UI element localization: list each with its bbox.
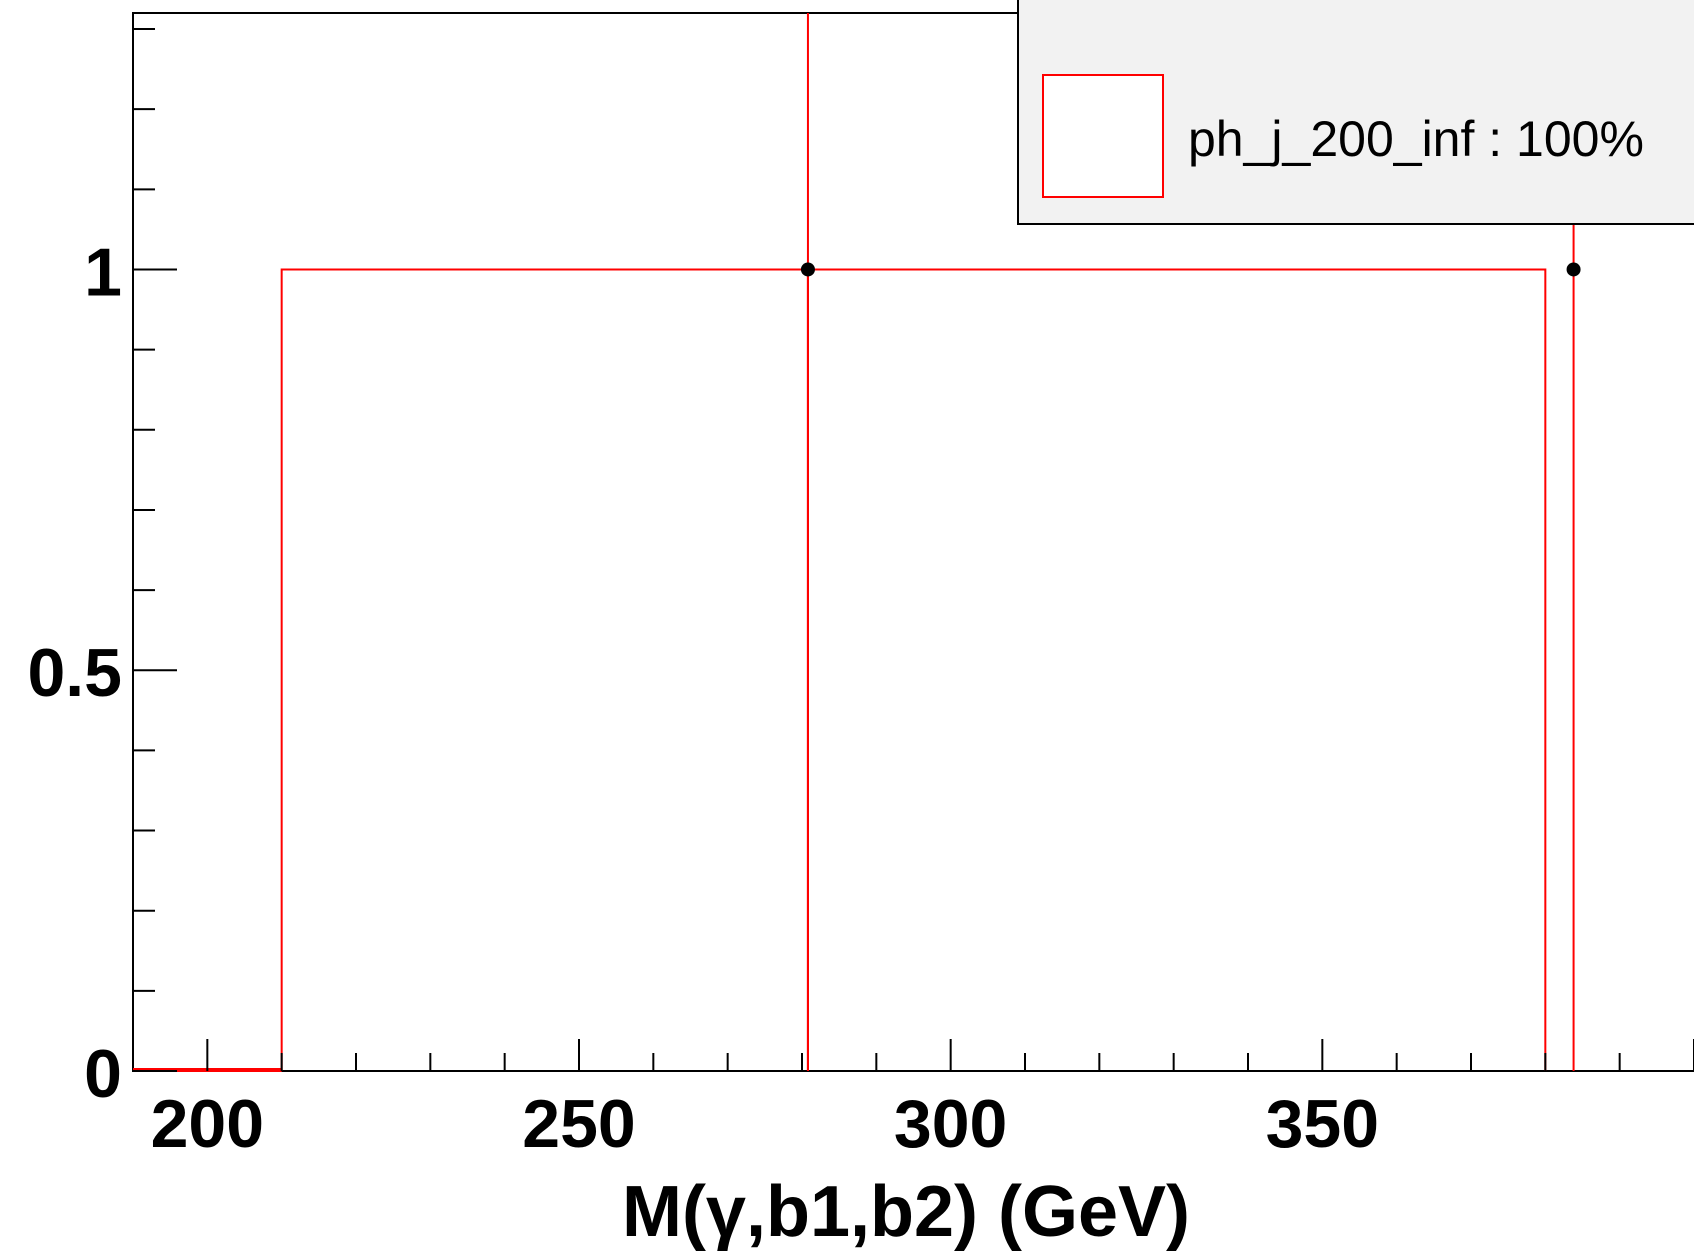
data-point <box>800 262 815 277</box>
y-tick-label: 1 <box>84 234 122 310</box>
y-tick-label: 0 <box>84 1036 122 1112</box>
y-tick-label: 0.5 <box>27 635 122 711</box>
x-tick-label: 200 <box>151 1086 264 1162</box>
x-axis-ticks: 200 250 300 350 <box>151 1039 1694 1162</box>
x-tick-label: 350 <box>1266 1086 1379 1162</box>
x-tick-label: 300 <box>894 1086 1007 1162</box>
legend: ph_j_200_inf : 100% <box>1017 0 1694 225</box>
y-axis-ticks: 00.51 <box>27 28 177 1112</box>
x-axis-title: M(γ,b1,b2) (GeV) <box>622 1172 1190 1251</box>
legend-swatch <box>1042 74 1164 198</box>
x-tick-label: 250 <box>522 1086 635 1162</box>
legend-label: ph_j_200_inf : 100% <box>1188 111 1644 167</box>
data-point <box>1566 262 1581 277</box>
